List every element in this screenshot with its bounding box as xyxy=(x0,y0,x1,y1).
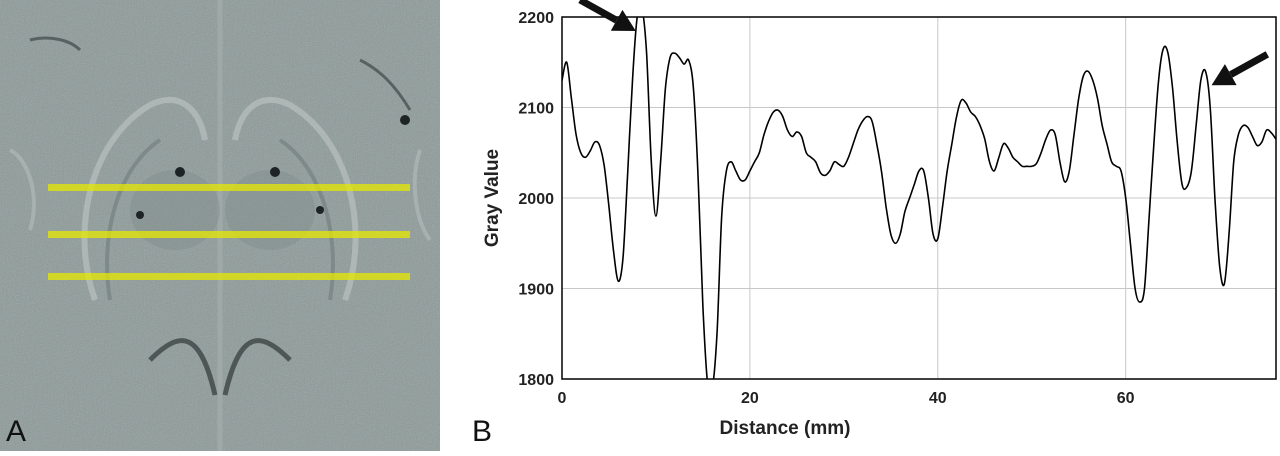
profile-chart: 1800 1900 2000 2100 2200 0 20 40 60 Distance (mm… xyxy=(440,0,1280,451)
x-axis-title: Distance (mm) xyxy=(720,418,851,439)
profile-line-middle xyxy=(48,231,410,238)
chart-ticks: 1800 1900 2000 2100 2200 0 20 40 60 xyxy=(518,10,1134,407)
x-tick-label: 20 xyxy=(741,390,759,407)
x-tick-label: 60 xyxy=(1117,390,1135,407)
y-axis-title: Gray Value xyxy=(482,149,503,247)
y-tick-label: 2000 xyxy=(518,191,554,208)
profile-chart-panel: 1800 1900 2000 2100 2200 0 20 40 60 Distance (mm… xyxy=(440,0,1280,451)
profile-line-lower xyxy=(48,273,410,280)
chart-background xyxy=(440,0,1280,451)
series-line xyxy=(562,17,1276,379)
y-tick-label: 2200 xyxy=(518,10,554,27)
plot-frame xyxy=(561,16,1277,380)
chart-annotations xyxy=(578,0,1270,86)
y-tick-label: 1900 xyxy=(518,282,554,299)
x-tick-label: 40 xyxy=(929,390,947,407)
arrow-annotation xyxy=(1211,51,1270,86)
x-tick-label: 0 xyxy=(558,390,567,407)
mri-panel: A xyxy=(0,0,440,451)
chart-series-layer xyxy=(562,17,1276,379)
panel-b-label: B xyxy=(472,415,492,448)
profile-lines xyxy=(48,184,410,280)
y-tick-label: 2100 xyxy=(518,101,554,118)
profile-line-upper xyxy=(48,184,410,191)
arrow-annotation xyxy=(578,0,636,31)
mri-image: A xyxy=(0,0,440,451)
y-tick-label: 1800 xyxy=(518,372,554,389)
panel-a-label: A xyxy=(6,415,26,448)
